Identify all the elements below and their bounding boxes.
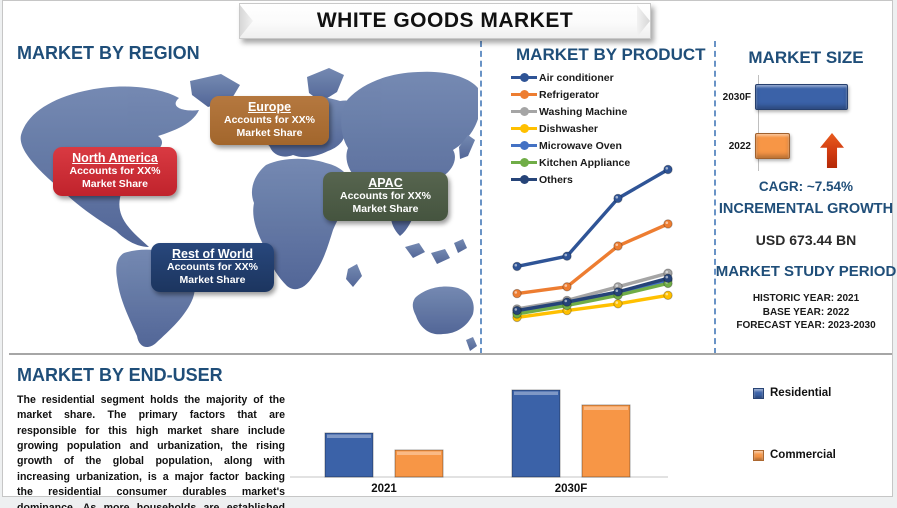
legend-item: Washing Machine <box>511 103 681 120</box>
cagr-label: CAGR: ~7.54% <box>758 179 854 194</box>
market-size-bar <box>755 133 791 159</box>
market-size-bar-row: 2030F <box>715 84 848 110</box>
region-share-line: Accounts for XX% <box>166 261 258 273</box>
legend-item: Refrigerator <box>511 86 681 103</box>
region-callout-rest-of-world: Rest of World Accounts for XX% Market Sh… <box>151 243 274 292</box>
line-marker-icon <box>511 107 537 116</box>
title-banner: WHITE GOODS MARKET <box>239 3 651 39</box>
legend-item: Air conditioner <box>511 69 681 86</box>
region-share-line: Accounts for XX% <box>223 114 315 126</box>
legend-item: Residential <box>753 387 883 399</box>
legend-item: Dishwasher <box>511 120 681 137</box>
market-size-heading: MARKET SIZE <box>748 48 864 67</box>
region-section-heading: MARKET BY REGION <box>17 43 200 63</box>
legend-item: Kitchen Appliance <box>511 154 681 171</box>
enduser-paragraph: The residential segment holds the majori… <box>17 394 285 508</box>
region-share-line: Market Share <box>236 127 303 139</box>
banner-left-fold <box>240 5 253 37</box>
line-marker-icon <box>511 90 537 99</box>
market-size-bar-chart: 2030F 2022 <box>715 71 897 201</box>
region-callout-europe: Europe Accounts for XX% Market Share <box>210 96 329 145</box>
region-share-line: Accounts for XX% <box>339 190 431 202</box>
legend-label: Refrigerator <box>539 88 600 101</box>
growth-up-arrow-icon <box>820 133 844 168</box>
legend-swatch-icon <box>753 387 764 399</box>
region-name: APAC <box>368 176 403 190</box>
horizontal-divider <box>9 353 892 355</box>
enduser-bar-chart: 2021 2030F <box>288 369 673 497</box>
legend-label: Dishwasher <box>539 122 598 135</box>
legend-item: Others <box>511 171 681 188</box>
svg-text:2021: 2021 <box>371 483 397 495</box>
study-period-heading: MARKET STUDY PERIOD <box>715 263 897 280</box>
svg-text:2030F: 2030F <box>555 483 588 495</box>
legend-item: Microwave Oven <box>511 137 681 154</box>
enduser-section-heading: MARKET BY END-USER <box>17 365 223 385</box>
product-line-chart-svg <box>512 164 673 323</box>
legend-label: Others <box>539 173 573 186</box>
product-section-heading: MARKET BY PRODUCT <box>516 45 706 64</box>
legend-item: Commercial <box>753 449 883 461</box>
legend-label: Washing Machine <box>539 105 628 118</box>
enduser-bar-chart-svg: 2021 2030F <box>290 389 668 495</box>
study-period-lines: HISTORIC YEAR: 2021 BASE YEAR: 2022 FORECA… <box>715 292 897 333</box>
region-name: Europe <box>247 100 292 114</box>
market-size-axis <box>758 75 759 171</box>
legend-label: Kitchen Appliance <box>539 156 631 169</box>
region-name: Rest of World <box>171 247 254 261</box>
vertical-divider <box>480 41 482 354</box>
region-callout-apac: APAC Accounts for XX% Market Share <box>323 172 448 221</box>
incremental-growth-value: USD 673.44 BN <box>755 232 857 248</box>
vertical-divider <box>714 41 716 354</box>
study-period-line: BASE YEAR: 2022 <box>762 306 850 318</box>
region-share-line: Market Share <box>179 274 246 286</box>
page-title: WHITE GOODS MARKET <box>316 9 574 32</box>
legend-label: Air conditioner <box>539 71 614 84</box>
region-callout-north-america: North America Accounts for XX% Market Sh… <box>53 147 177 196</box>
line-marker-icon <box>511 141 537 150</box>
bar-category-label: 2022 <box>728 140 751 152</box>
market-size-bar-row: 2022 <box>715 133 791 159</box>
legend-label: Residential <box>770 387 832 399</box>
study-period-line: FORECAST YEAR: 2023-2030 <box>736 320 876 331</box>
region-share-line: Accounts for XX% <box>69 165 161 177</box>
line-marker-icon <box>511 158 537 167</box>
legend-label: Microwave Oven <box>539 139 622 152</box>
bar-category-label: 2030F <box>722 91 751 103</box>
market-size-bar <box>755 84 848 110</box>
region-share-line: Market Share <box>352 203 419 215</box>
incremental-growth-heading: INCREMENTAL GROWTH <box>718 201 894 217</box>
product-chart-legend: Air conditioner Refrigerator Washing Machi… <box>511 69 681 188</box>
region-share-line: Market Share <box>82 178 148 190</box>
banner-right-fold <box>637 5 650 37</box>
line-marker-icon <box>511 124 537 133</box>
line-marker-icon <box>511 175 537 184</box>
legend-label: Commercial <box>770 449 836 461</box>
study-period-line: HISTORIC YEAR: 2021 <box>752 293 860 304</box>
region-name: North America <box>72 151 158 165</box>
line-marker-icon <box>511 73 537 82</box>
legend-swatch-icon <box>753 449 764 461</box>
enduser-chart-legend: Residential Commercial <box>753 387 883 508</box>
product-line-chart <box>501 155 686 337</box>
